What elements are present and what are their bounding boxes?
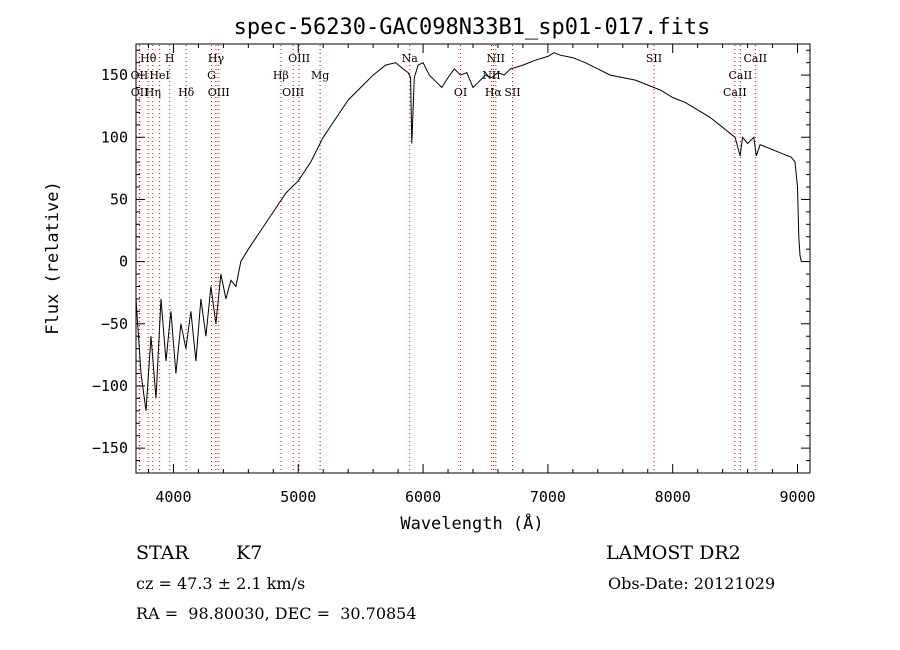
marker-label-11: Hβ: [273, 69, 289, 82]
y-tick-label-4: 50: [110, 190, 128, 208]
y-axis: −150 −100 −50 0 50 100 150: [92, 49, 810, 462]
object-class: STAR: [136, 542, 189, 564]
x-tick-label-0: 4000: [155, 488, 191, 506]
marker-label-6: SII: [646, 52, 662, 65]
plot-frame: [135, 43, 811, 474]
y-tick-label-6: 150: [101, 66, 128, 84]
redshift-cz: cz = 47.3 ± 2.1 km/s: [136, 574, 306, 593]
marker-label-13: NII: [482, 69, 500, 82]
marker-label-12: Mg: [311, 69, 329, 82]
x-tick-label-5: 9000: [779, 488, 815, 506]
y-tick-label-5: 100: [101, 128, 128, 146]
marker-label-22: SII: [504, 86, 520, 99]
marker-label-21: Hα: [485, 86, 503, 99]
marker-label-16: Hη: [145, 86, 161, 99]
marker-label-1: H: [165, 52, 175, 65]
marker-labels: Hθ H Hγ OIII Na NII SII CaII OII HeI G Hβ Mg NII CaII O…: [131, 52, 768, 99]
y-tick-label-0: −150: [92, 439, 128, 457]
marker-label-17: Hδ: [178, 86, 195, 99]
marker-label-7: CaII: [743, 52, 767, 65]
spectrum-series-line: [135, 52, 802, 411]
coordinates: RA = 98.80030, DEC = 30.70854: [136, 604, 417, 623]
marker-lines: [138, 45, 756, 472]
object-subclass: K7: [236, 542, 263, 564]
marker-label-14: CaII: [729, 69, 753, 82]
y-axis-label: Flux (relative): [43, 181, 63, 335]
x-tick-label-4: 8000: [655, 488, 691, 506]
marker-label-18: OIII: [208, 86, 230, 99]
x-axis-label: Wavelength (Å): [400, 512, 543, 534]
observation-date: Obs-Date: 20121029: [608, 574, 776, 593]
x-tick-label-1: 5000: [280, 488, 316, 506]
x-tick-label-2: 6000: [405, 488, 441, 506]
marker-label-19: OIII: [282, 86, 304, 99]
marker-label-3: OIII: [288, 52, 310, 65]
x-axis: 4000 5000 6000 7000 8000 9000: [147, 44, 816, 506]
y-tick-label-3: 0: [119, 253, 128, 271]
marker-label-4: Na: [402, 52, 419, 65]
marker-label-15: OII: [131, 86, 149, 99]
x-tick-label-3: 7000: [530, 488, 566, 506]
marker-label-10: G: [207, 69, 216, 82]
y-tick-label-1: −100: [92, 377, 128, 395]
marker-label-20: OI: [454, 86, 467, 99]
marker-label-5: NII: [487, 52, 505, 65]
marker-label-2: Hγ: [208, 52, 225, 65]
marker-label-0: Hθ: [140, 52, 157, 65]
marker-label-9: HeI: [149, 69, 169, 82]
y-tick-label-2: −50: [101, 315, 128, 333]
marker-label-23: CaII: [723, 86, 747, 99]
chart-title: spec-56230-GAC098N33B1_sp01-017.fits: [234, 15, 711, 40]
survey-name: LAMOST DR2: [606, 542, 741, 564]
